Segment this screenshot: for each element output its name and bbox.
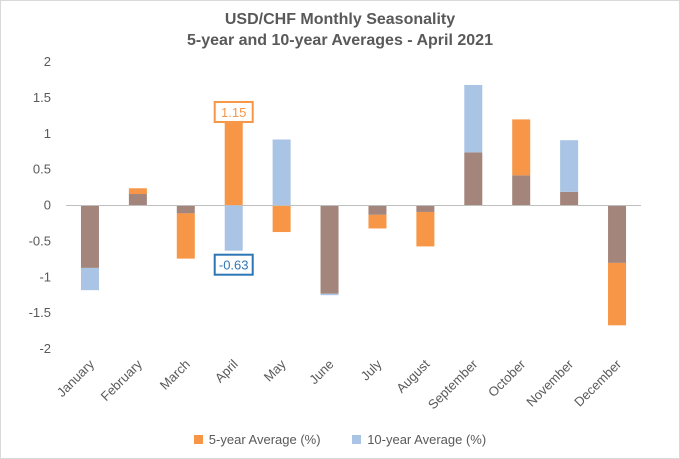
y-tick-label: 0	[44, 198, 51, 213]
y-tick-label: 0.5	[33, 162, 51, 177]
bar-overlap-june	[320, 205, 339, 294]
bar-5-year-july	[368, 214, 387, 229]
chart-title: USD/CHF Monthly Seasonality 5-year and 1…	[1, 9, 679, 51]
chart-title-line-2: 5-year and 10-year Averages - April 2021	[187, 32, 493, 49]
legend-item-10-year: 10-year Average (%)	[352, 432, 486, 447]
bars	[66, 84, 641, 326]
bar-overlap-july	[368, 205, 387, 215]
annotation-5-year-april: 1.15	[213, 100, 254, 123]
annotation-label: -0.63	[219, 258, 249, 273]
x-tick-label: May	[261, 356, 289, 384]
y-tick-label: -1.5	[29, 305, 51, 320]
x-tick-label: December	[571, 356, 624, 409]
bar-5-year-october	[512, 119, 531, 176]
x-tick-label: March	[157, 357, 193, 393]
x-tick-label: June	[306, 357, 337, 388]
bar-overlap-october	[512, 175, 531, 206]
x-tick-label: September	[425, 356, 481, 412]
annotations: 1.15 -0.63	[213, 100, 254, 276]
bar-10-year-june	[320, 293, 339, 296]
annotation-box	[213, 253, 254, 276]
x-tick-label: February	[98, 356, 146, 404]
chart-title-line-1: USD/CHF Monthly Seasonality	[224, 11, 456, 28]
x-axis: January February March April May June July Augu…	[54, 356, 625, 412]
bar-overlap-december	[608, 205, 627, 263]
y-tick-label: -0.5	[29, 233, 51, 248]
legend-swatch-10-year	[352, 435, 362, 444]
annotation-10-year-april: -0.63	[213, 253, 254, 276]
y-axis: 2 1.5 1 0.5 0 -0.5 -1 -1.5 -2	[29, 54, 51, 356]
bar-10-year-november	[560, 140, 579, 192]
x-tick-label: July	[358, 356, 385, 383]
annotation-box	[213, 100, 254, 123]
legend: 5-year Average (%) 10-year Average (%)	[1, 432, 679, 447]
legend-swatch-5-year	[193, 435, 203, 444]
bar-overlap-january	[80, 205, 99, 268]
bar-overlap-november	[560, 191, 579, 206]
bar-5-year-april	[224, 122, 243, 206]
y-tick-label: -1	[39, 269, 51, 284]
x-tick-label: October	[485, 356, 529, 400]
y-tick-label: 1.5	[33, 90, 51, 105]
x-tick-label: April	[212, 356, 241, 385]
legend-label-10-year: 10-year Average (%)	[367, 432, 487, 447]
bar-5-year-march	[176, 213, 195, 259]
bar-5-year-may	[272, 205, 291, 233]
y-tick-label: 2	[44, 54, 51, 69]
x-tick-label: January	[54, 356, 98, 400]
y-tick-label: -2	[39, 341, 51, 356]
bar-overlap-march	[176, 205, 195, 214]
y-tick-label: 1	[44, 126, 51, 141]
bar-overlap-february	[128, 194, 147, 206]
bar-5-year-february	[128, 188, 147, 195]
bar-5-year-august	[416, 211, 435, 247]
bar-5-year-december	[608, 262, 627, 326]
bar-10-year-april	[224, 205, 243, 251]
x-tick-label: August	[393, 356, 432, 395]
bar-10-year-may	[272, 139, 291, 206]
bar-overlap-august	[416, 205, 435, 212]
annotation-label: 1.15	[221, 105, 246, 120]
bar-10-year-january	[80, 267, 99, 291]
legend-label-5-year: 5-year Average (%)	[208, 432, 321, 447]
bar-overlap-september	[464, 152, 483, 206]
x-tick-label: November	[523, 356, 576, 409]
bar-10-year-september	[464, 84, 483, 153]
legend-item-5-year: 5-year Average (%)	[193, 432, 321, 447]
